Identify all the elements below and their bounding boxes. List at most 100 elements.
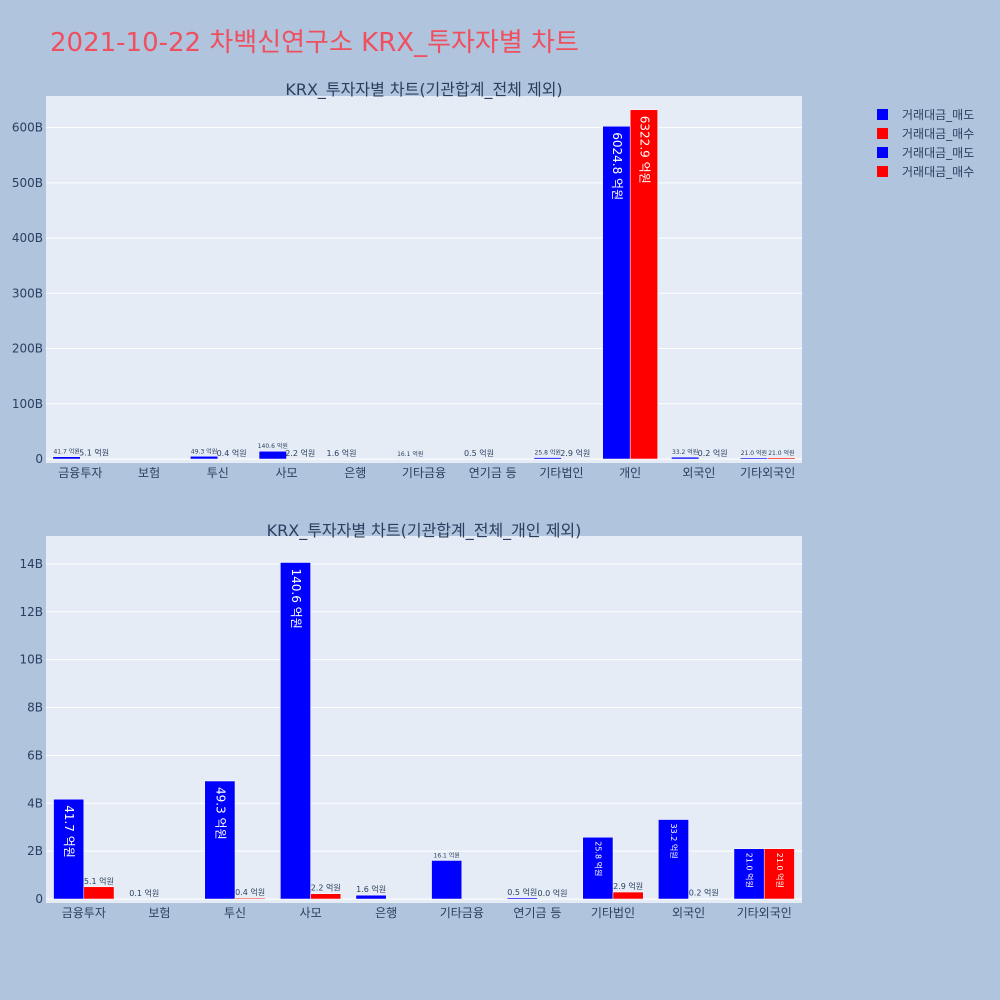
x-tick-label: 보험 [148,906,170,920]
legend-swatch [877,128,888,139]
bar-sell [258,450,287,460]
bar-sell [533,457,562,460]
bar-value-label: 0.5 억원 [464,448,494,458]
bar-value-label: 2.2 억원 [285,448,315,458]
x-tick-label: 기타금융 [402,466,446,480]
x-tick-label: 기타외국인 [737,906,792,920]
x-tick-label: 금융투자 [62,906,106,920]
y-tick-label: 2B [27,844,43,858]
bar-value-label: 21.0 억원 [775,853,785,888]
bar-sell [355,894,387,900]
subplot-title: KRX_투자자별 차트(기관합계_전체_개인 제외) [267,521,582,541]
bar-value-label: 49.3 억원 [213,787,227,840]
plot-area [46,96,802,463]
x-tick-label: 은행 [375,905,397,920]
legend-label: 거래대금_매도 [902,146,974,160]
bar-buy [234,897,266,900]
bar-sell [204,780,236,900]
bar-value-label: 0.5 억원 [507,887,537,897]
bar-value-label: 21.0 억원 [745,853,755,888]
bar-value-label: 21.0 억원 [768,449,794,457]
bar-value-label: 16.1 억원 [397,450,423,458]
bar-value-label: 41.7 억원 [62,805,76,858]
bar-sell [190,456,219,460]
y-tick-label: 400B [12,231,43,245]
legend-label: 거래대금_매수 [902,165,974,179]
x-tick-label: 연기금 등 [469,466,517,480]
y-tick-label: 500B [12,176,43,190]
y-tick-label: 200B [12,342,43,356]
bar-buy [83,886,115,900]
y-tick-label: 12B [19,605,43,619]
bar-sell [53,798,85,900]
subplot-title: KRX_투자자별 차트(기관합계_전체 제외) [285,80,562,100]
bar-value-label: 41.7 억원 [53,448,79,456]
bar-value-label: 0.4 억원 [235,887,265,897]
bar-value-label: 2.9 억원 [560,448,590,458]
x-tick-label: 투신 [224,906,246,920]
y-tick-label: 300B [12,286,43,300]
x-tick-label: 보험 [138,466,160,480]
bar-sell [658,819,689,900]
bar-buy [629,109,658,460]
bar-value-label: 2.2 억원 [311,883,341,893]
bar-value-label: 6322.9 억원 [637,116,651,184]
bar-value-label: 49.3 억원 [191,447,217,455]
legend-swatch [877,147,888,158]
bar-value-label: 0.4 억원 [217,448,247,458]
bar-sell [671,456,700,460]
bar-sell [431,860,463,900]
bar-value-label: 21.0 억원 [741,449,767,457]
y-tick-label: 6B [27,748,43,762]
bar-value-label: 25.8 억원 [535,449,561,457]
y-tick-label: 600B [12,121,43,135]
y-tick-label: 14B [19,557,43,571]
legend-label: 거래대금_매수 [902,127,974,141]
y-tick-label: 0 [35,892,43,906]
y-tick-label: 100B [12,397,43,411]
x-tick-label: 금융투자 [58,466,102,480]
bar-buy [310,893,342,900]
x-tick-label: 기타법인 [539,466,583,480]
bar-sell [280,562,311,900]
bar-value-label: 140.6 억원 [258,442,288,450]
x-tick-label: 기타금융 [440,906,484,920]
legend-label: 거래대금_매도 [902,108,974,122]
legend-swatch [877,109,888,120]
bar-value-label: 0.1 억원 [129,888,159,898]
bar-value-label: 0.2 억원 [698,448,728,458]
page-title: 2021-10-22 차백신연구소 KRX_투자자별 차트 [50,28,579,58]
bar-value-label: 140.6 억원 [289,568,303,628]
bar-value-label: 1.6 억원 [356,884,386,894]
bar-buy [767,457,796,460]
x-tick-label: 외국인 [682,466,715,480]
x-tick-label: 사모 [300,906,322,920]
bar-sell [582,837,614,900]
bar-sell [506,897,538,900]
x-tick-label: 기타법인 [591,906,635,920]
bar-buy [612,891,644,900]
bar-value-label: 0.2 억원 [689,888,719,898]
y-tick-label: 8B [27,701,43,715]
bar-value-label: 33.2 억원 [672,448,698,456]
chart-panel-1: 0 100B 200B 300B 400B 500B 600B KRX_투자자별 차트(기관합… [12,80,802,480]
bar-value-label: 25.8 억원 [593,841,603,876]
y-tick-label: 0 [35,452,43,466]
x-tick-label: 외국인 [672,906,705,920]
bar-sell [733,848,765,900]
bar-value-label: 0.0 억원 [538,888,568,898]
bar-value-label: 16.1 억원 [434,851,460,859]
x-tick-label: 투신 [207,466,229,480]
bar-value-label: 33.2 억원 [669,824,679,859]
y-tick-label: 4B [27,796,43,810]
bar-value-label: 1.6 억원 [327,448,357,458]
bar-sell [52,456,81,460]
bar-buy [763,848,795,900]
x-tick-label: 기타외국인 [740,466,795,480]
bar-value-label: 2.9 억원 [613,881,643,891]
x-tick-label: 개인 [619,466,641,480]
y-tick-label: 10B [19,653,43,667]
x-tick-label: 사모 [275,466,297,480]
